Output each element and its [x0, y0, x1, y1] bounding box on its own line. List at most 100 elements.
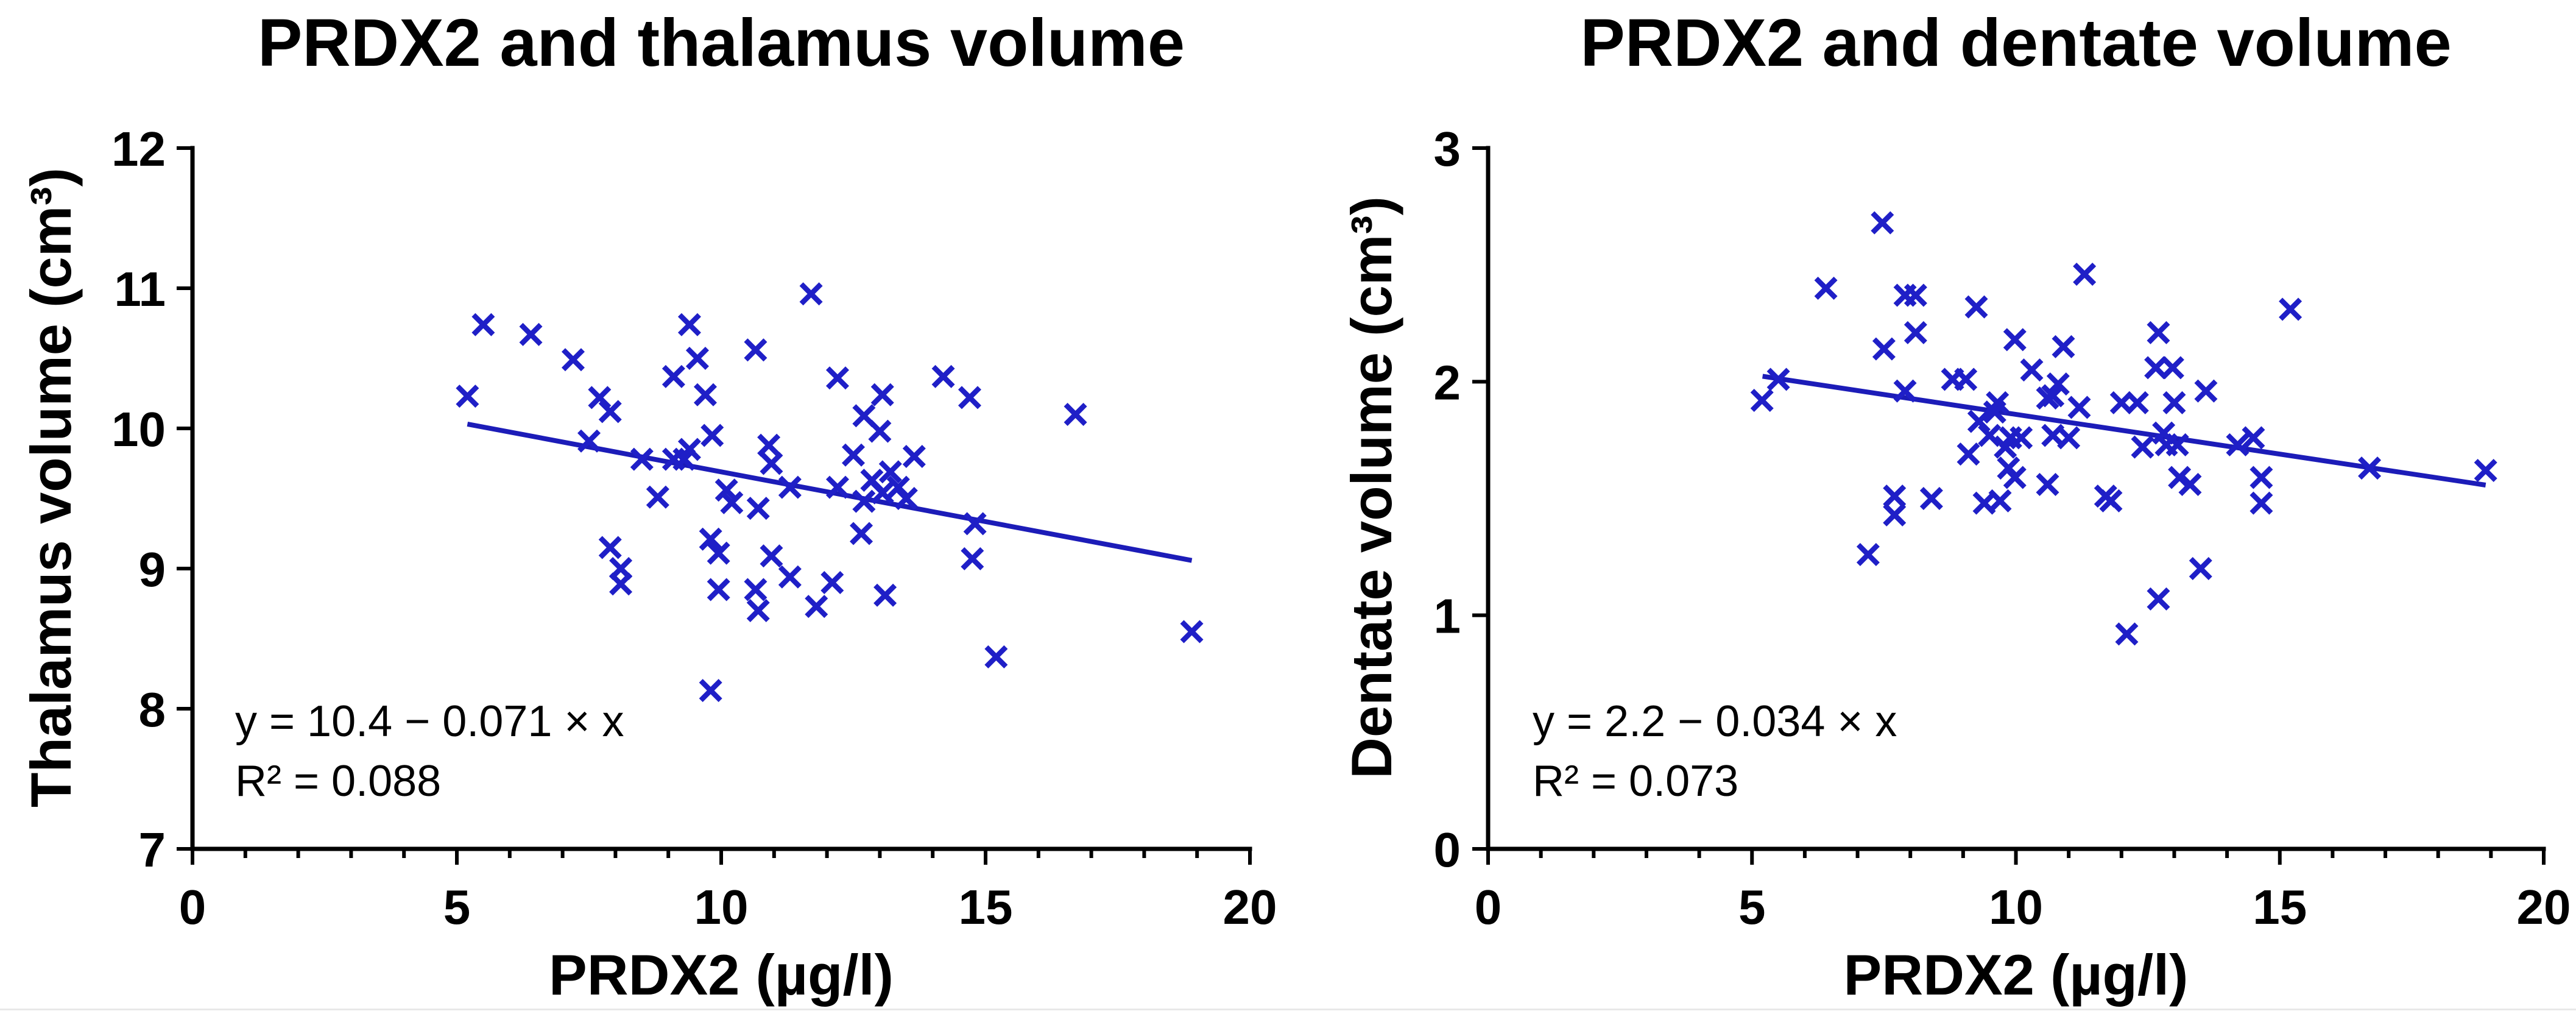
data-point [2279, 297, 2303, 321]
x-tick-label: 0 [179, 880, 206, 934]
data-point [707, 578, 730, 601]
data-point [699, 679, 722, 703]
data-point [2189, 556, 2212, 581]
data-point [2162, 391, 2186, 414]
data-point [963, 512, 987, 536]
chart-title: PRDX2 and dentate volume [1580, 5, 2451, 80]
data-point [609, 572, 633, 596]
data-point [778, 475, 802, 499]
data-point [707, 541, 730, 565]
data-point [1856, 542, 1880, 567]
regression-line [1762, 374, 2486, 488]
data-point [2250, 491, 2273, 515]
data-point [1871, 211, 1894, 235]
x-tick-label: 0 [1475, 880, 1502, 934]
data-point [2057, 426, 2081, 450]
data-point [2358, 456, 2382, 480]
y-tick-label: 0 [1434, 823, 1461, 877]
thalamus-chart: PRDX2 and thalamus volume Thalamus volume… [19, 5, 1277, 1007]
data-point [746, 598, 770, 623]
data-point [1986, 391, 2010, 414]
y-tick-label: 8 [139, 683, 166, 737]
data-point [2125, 391, 2149, 414]
data-point [2003, 328, 2027, 352]
y-tick-label: 2 [1434, 355, 1461, 410]
y-tick-label: 11 [114, 262, 166, 316]
data-point [456, 385, 479, 408]
data-point [2144, 356, 2168, 380]
data-point [1978, 424, 2002, 447]
data-point [2020, 358, 2044, 382]
data-point [1180, 620, 1204, 644]
data-point [760, 452, 783, 475]
data-point [1872, 337, 1896, 361]
data-point [2194, 379, 2218, 403]
data-point [471, 313, 495, 336]
data-point [799, 282, 823, 306]
data-point [805, 595, 828, 619]
bottom-divider [0, 1009, 2576, 1010]
data-point [720, 491, 744, 514]
chart-title: PRDX2 and thalamus volume [258, 5, 1185, 80]
data-point [2242, 426, 2265, 450]
data-point [2250, 466, 2273, 489]
data-point [598, 400, 622, 424]
data-point [1064, 402, 1087, 427]
data-point [2099, 489, 2123, 512]
regression-equation: y = 10.4 − 0.071 × x [235, 697, 624, 746]
y-axis-label: Dentate volume (cm³) [1339, 196, 1403, 779]
data-point [2131, 435, 2154, 459]
data-point [2147, 587, 2170, 611]
data-point [841, 443, 866, 467]
data-point [715, 478, 738, 502]
data-point [1954, 367, 1978, 391]
data-point [1814, 276, 1838, 300]
data-point [2036, 472, 2059, 497]
data-point [677, 313, 701, 336]
data-point [2165, 433, 2189, 456]
data-point [699, 527, 722, 551]
data-point [825, 366, 849, 390]
x-tick-label: 20 [2517, 880, 2571, 934]
data-point [1893, 379, 1917, 403]
data-point [2147, 321, 2170, 344]
data-point [2073, 262, 2097, 286]
data-point [820, 570, 844, 595]
data-point [757, 433, 781, 457]
x-tick-label: 5 [1738, 880, 1766, 934]
data-point [873, 583, 897, 607]
data-point [1957, 442, 1980, 466]
data-point [1988, 489, 2012, 512]
y-tick-label: 7 [139, 823, 166, 877]
data-point [2474, 458, 2497, 483]
data-point [894, 486, 918, 511]
data-point [902, 444, 926, 469]
data-point [1883, 484, 1907, 508]
data-point [984, 645, 1008, 669]
data-point [519, 322, 543, 346]
data-point [561, 348, 585, 372]
data-point [677, 438, 701, 461]
data-point [850, 522, 873, 545]
data-point [961, 547, 984, 570]
data-point [958, 386, 981, 410]
y-axis-label: Thalamus volume (cm³) [19, 168, 83, 807]
dentate-chart: PRDX2 and dentate volume Dentate volume (… [1339, 5, 2571, 1007]
data-point [2003, 466, 2027, 489]
x-tick-label: 5 [443, 880, 471, 934]
data-point [878, 460, 902, 484]
data-point [2041, 384, 2065, 408]
data-point [693, 383, 717, 406]
data-point [778, 565, 802, 589]
data-point [700, 424, 724, 447]
data-point [662, 364, 685, 388]
data-point [630, 447, 654, 471]
data-point [870, 481, 894, 505]
data-point [1919, 486, 1943, 511]
regression-equation: y = 2.2 − 0.034 × x [1533, 697, 1897, 746]
x-tick-label: 20 [1223, 880, 1277, 934]
data-point [1883, 503, 1907, 527]
data-point [646, 485, 669, 509]
y-tick-label: 3 [1434, 122, 1461, 176]
